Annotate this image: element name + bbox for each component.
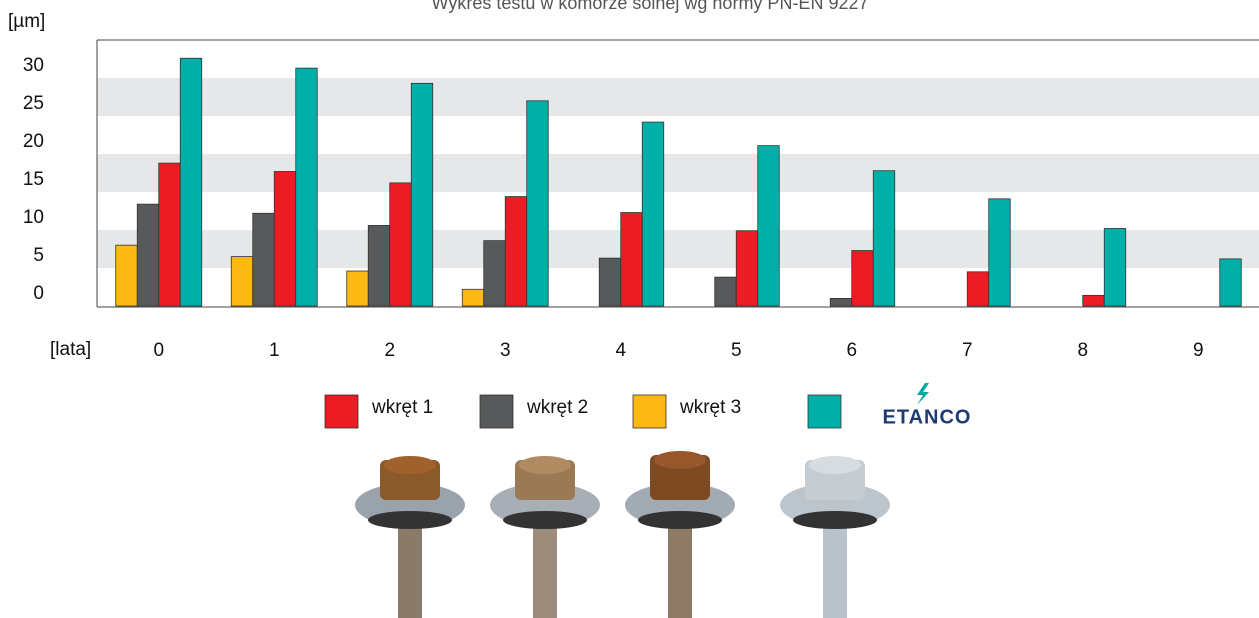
legend-label: ETANCO bbox=[883, 406, 972, 428]
y-tick-label: 20 bbox=[23, 131, 44, 152]
bar bbox=[988, 198, 1011, 307]
bar bbox=[1103, 228, 1127, 307]
legend-swatch bbox=[479, 394, 514, 429]
x-tick-label: 0 bbox=[153, 340, 164, 361]
bar bbox=[295, 67, 318, 307]
x-tick-label: 9 bbox=[1193, 340, 1204, 361]
y-tick-label: 5 bbox=[33, 245, 44, 266]
x-tick-label: 5 bbox=[731, 340, 742, 361]
screw bbox=[355, 456, 465, 618]
y-tick-label: 30 bbox=[23, 55, 44, 76]
bar bbox=[757, 145, 780, 307]
x-tick-label: 1 bbox=[269, 340, 280, 361]
legend-swatch bbox=[324, 394, 359, 429]
bar bbox=[620, 212, 643, 307]
screw bbox=[490, 456, 600, 618]
bar bbox=[1219, 258, 1242, 307]
bar bbox=[526, 100, 549, 307]
bar bbox=[273, 171, 297, 307]
y-tick-label: 0 bbox=[33, 283, 44, 304]
legend-swatch bbox=[632, 394, 667, 429]
grid-band bbox=[97, 78, 1259, 116]
x-tick-label: 3 bbox=[500, 340, 511, 361]
bar bbox=[367, 225, 391, 307]
screw bbox=[625, 451, 735, 618]
grid-band bbox=[97, 154, 1259, 192]
x-tick-label: 6 bbox=[846, 340, 857, 361]
bar bbox=[389, 182, 412, 307]
bar bbox=[346, 270, 369, 307]
bar bbox=[829, 297, 853, 307]
screw-photos bbox=[355, 451, 890, 618]
x-axis-label: [lata] bbox=[50, 339, 91, 360]
bar bbox=[158, 162, 181, 307]
bar bbox=[230, 256, 254, 307]
bar bbox=[598, 257, 622, 307]
y-tick-label: 15 bbox=[23, 169, 44, 190]
bar bbox=[136, 203, 160, 307]
bar bbox=[966, 271, 990, 307]
legend-label: wkręt 1 bbox=[371, 397, 433, 418]
y-tick-label: 25 bbox=[23, 93, 44, 114]
bar bbox=[483, 240, 506, 307]
bar bbox=[735, 230, 759, 307]
bar bbox=[461, 288, 485, 307]
legend-label: wkręt 3 bbox=[679, 397, 741, 418]
grid-bands bbox=[97, 78, 1259, 268]
x-tick-label: 4 bbox=[615, 340, 626, 361]
legend-swatch bbox=[807, 394, 842, 429]
screw bbox=[780, 456, 890, 618]
bar bbox=[641, 121, 665, 307]
x-tick-label: 8 bbox=[1077, 340, 1088, 361]
bar bbox=[115, 244, 138, 307]
chart-title: Wykres testu w komorze solnej wg normy P… bbox=[432, 0, 869, 13]
bar bbox=[410, 82, 434, 307]
bar bbox=[872, 170, 896, 307]
bar bbox=[1082, 294, 1105, 307]
bar bbox=[252, 212, 275, 307]
x-tick-label: 2 bbox=[384, 340, 395, 361]
logo-mark bbox=[917, 383, 929, 405]
y-tick-label: 10 bbox=[23, 207, 44, 228]
bar bbox=[179, 57, 203, 307]
y-axis-label: [µm] bbox=[8, 11, 45, 32]
legend-label: wkręt 2 bbox=[526, 397, 588, 418]
bar bbox=[851, 250, 874, 307]
bar bbox=[714, 276, 737, 307]
bar bbox=[504, 196, 528, 307]
x-tick-label: 7 bbox=[962, 340, 973, 361]
